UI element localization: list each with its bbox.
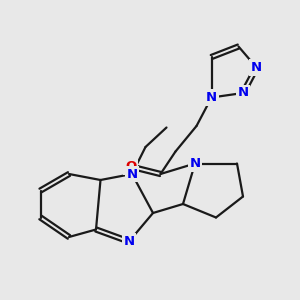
Text: N: N	[251, 61, 262, 74]
Text: N: N	[206, 91, 217, 104]
Text: N: N	[189, 157, 201, 170]
Text: N: N	[123, 235, 135, 248]
Text: N: N	[237, 86, 249, 100]
Text: O: O	[125, 160, 136, 173]
Text: N: N	[126, 167, 138, 181]
